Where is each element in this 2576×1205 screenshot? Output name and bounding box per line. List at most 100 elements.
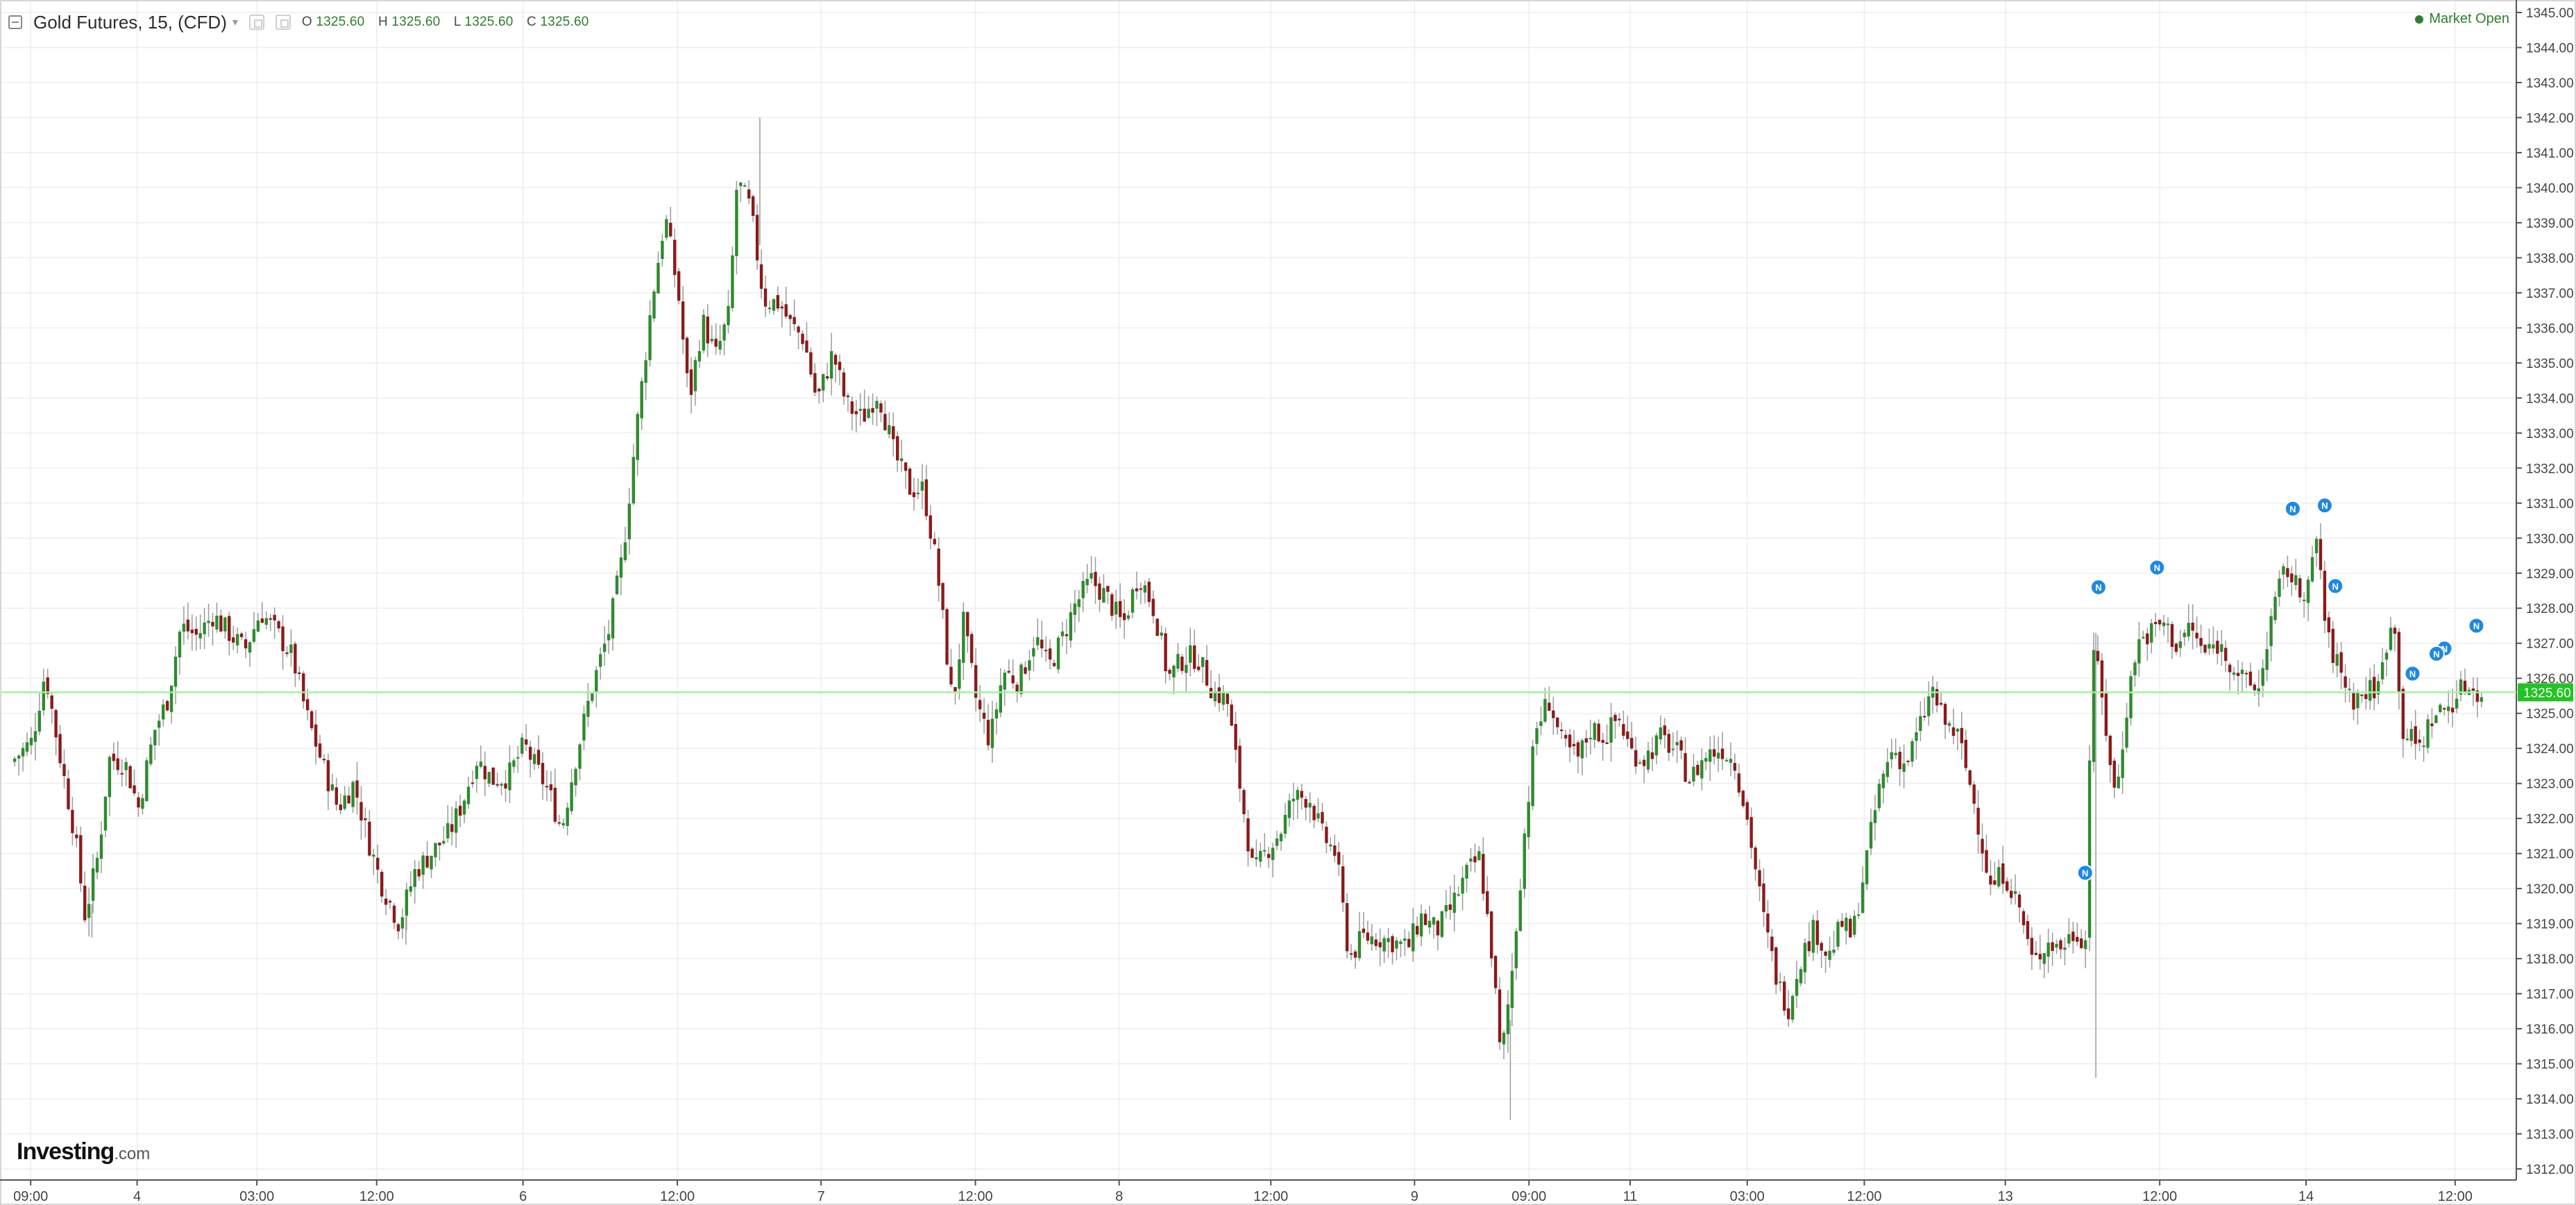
candle bbox=[1143, 580, 1147, 604]
chevron-down-icon[interactable]: ▾ bbox=[232, 17, 238, 28]
symbol-title[interactable]: Gold Futures, 15, (CFD) bbox=[33, 11, 227, 33]
candle-body bbox=[904, 462, 908, 471]
candle bbox=[322, 754, 326, 764]
candle-body bbox=[2108, 735, 2112, 766]
candle-body bbox=[685, 337, 689, 373]
candle bbox=[203, 608, 206, 650]
candle-body bbox=[1489, 911, 1493, 959]
candle bbox=[1704, 752, 1708, 770]
candle bbox=[2319, 523, 2323, 580]
candle-body bbox=[79, 835, 83, 884]
candle bbox=[1923, 698, 1926, 721]
news-marker-circle bbox=[2284, 500, 2301, 517]
settings-icon[interactable] bbox=[248, 15, 264, 30]
candle bbox=[586, 683, 590, 727]
candle-body bbox=[1370, 936, 1373, 945]
candle-body bbox=[269, 618, 272, 620]
candle bbox=[182, 606, 186, 645]
candle bbox=[1539, 706, 1543, 736]
candle bbox=[1510, 953, 1514, 1027]
candle bbox=[1291, 782, 1296, 820]
candle-body bbox=[661, 241, 664, 260]
candle-body bbox=[165, 701, 169, 711]
brand-logo[interactable]: Investing.com bbox=[17, 1138, 150, 1165]
candle bbox=[665, 214, 668, 241]
candle-body bbox=[178, 632, 182, 658]
candle-body bbox=[133, 785, 136, 794]
candle bbox=[1287, 793, 1291, 827]
candle bbox=[1572, 730, 1576, 755]
candle bbox=[2187, 604, 2190, 641]
candle bbox=[2133, 659, 2137, 687]
candle bbox=[899, 439, 904, 473]
candle-body bbox=[2199, 638, 2203, 646]
candle bbox=[1981, 823, 1984, 872]
x-tick-label: 12:00 bbox=[1253, 1189, 1288, 1204]
candle bbox=[1613, 712, 1617, 739]
candle bbox=[1461, 866, 1464, 911]
candle-body bbox=[1506, 1004, 1510, 1034]
candle-body bbox=[137, 797, 140, 808]
candle-body bbox=[306, 699, 310, 711]
candle-body bbox=[1985, 850, 1988, 873]
candle-body bbox=[1790, 995, 1795, 1020]
candle bbox=[2352, 682, 2355, 721]
candle bbox=[1564, 730, 1568, 748]
x-tick-label: 03:00 bbox=[239, 1189, 274, 1204]
candle-body bbox=[817, 389, 821, 391]
collapse-icon[interactable] bbox=[8, 15, 22, 29]
candle-body bbox=[260, 618, 264, 623]
x-tick-label: 13 bbox=[1998, 1189, 2013, 1204]
candle bbox=[1077, 590, 1081, 623]
candle-body bbox=[17, 755, 21, 759]
candle bbox=[702, 309, 706, 354]
candle-body bbox=[1580, 740, 1584, 759]
candle bbox=[1139, 582, 1143, 605]
candle-body bbox=[1725, 759, 1729, 761]
candle bbox=[108, 755, 112, 816]
candle-body bbox=[1572, 743, 1576, 747]
candle-body bbox=[1919, 716, 1922, 731]
candle-body bbox=[1535, 728, 1539, 744]
ohlc-close-label: C bbox=[527, 15, 536, 29]
candle-body bbox=[239, 633, 244, 637]
candle bbox=[945, 607, 949, 666]
hide-icon[interactable] bbox=[275, 15, 291, 30]
candle-body bbox=[281, 626, 285, 652]
candle bbox=[1795, 961, 1799, 1009]
candle-body bbox=[1362, 928, 1366, 933]
candle-body bbox=[899, 458, 904, 462]
y-tick-label: 1329.00 bbox=[2526, 567, 2574, 582]
candle bbox=[611, 596, 615, 651]
candle-body bbox=[46, 677, 49, 694]
candle-body bbox=[1382, 938, 1386, 952]
candle-body bbox=[430, 855, 433, 870]
candle-body bbox=[681, 301, 685, 340]
candle-body bbox=[368, 821, 371, 856]
candle-body bbox=[2314, 539, 2319, 553]
candle-body bbox=[359, 802, 363, 821]
news-marker: N bbox=[2468, 617, 2485, 634]
candle-body bbox=[1675, 742, 1679, 745]
candle bbox=[334, 777, 339, 811]
candle bbox=[1605, 724, 1609, 744]
candle-body bbox=[1036, 637, 1040, 646]
candle-body bbox=[1704, 758, 1708, 762]
candle-body bbox=[2471, 688, 2475, 691]
candle-body bbox=[2414, 726, 2417, 744]
candle-body bbox=[475, 766, 479, 780]
candle-body bbox=[2083, 940, 2087, 950]
candle-body bbox=[232, 637, 235, 643]
candle-body bbox=[858, 408, 862, 411]
candle bbox=[599, 647, 602, 680]
candle bbox=[1259, 843, 1262, 868]
candle bbox=[1898, 746, 1901, 786]
candle bbox=[198, 614, 202, 650]
candle-body bbox=[161, 704, 165, 720]
candle-body bbox=[1626, 731, 1629, 739]
candle bbox=[2261, 659, 2264, 698]
candle bbox=[1989, 859, 1992, 895]
candle bbox=[1412, 907, 1415, 962]
candle bbox=[79, 826, 83, 892]
